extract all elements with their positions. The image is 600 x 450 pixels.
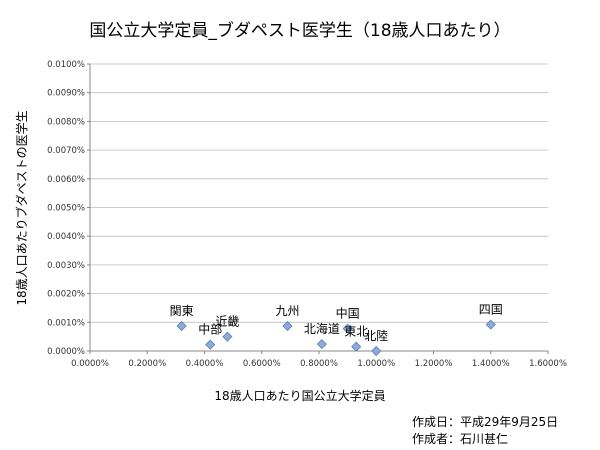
x-tick-label: 1.6000% [529,359,567,369]
y-tick-label: 0.0040% [47,232,85,242]
x-axis-label: 18歳人口あたり国公立大学定員 [214,388,385,403]
y-tick-label: 0.0060% [47,175,85,185]
created-date: 作成日：平成29年9月25日 [412,415,559,429]
y-tick-labels: 0.0000% 0.0010% 0.0020% 0.0030% 0.0040% 0.005… [47,60,85,357]
data-point-marker [342,323,353,334]
data-point-label: 近畿 [215,315,239,329]
axes [87,63,549,354]
data-point-marker [222,331,233,342]
x-tick-label: 0.4000% [186,359,224,369]
x-tick-label: 1.4000% [472,359,510,369]
data-point-marker [176,320,187,332]
x-tick-label: 0.2000% [128,359,166,369]
author: 作成者：石川甚仁 [412,432,509,446]
x-tick-label: 0.8000% [300,359,338,369]
y-tick-label: 0.0000% [47,347,85,357]
y-axis-label: 18歳人口あたりブダペストの医学生 [14,110,29,305]
data-point-label: 東北 [344,325,368,339]
y-tick-label: 0.0080% [47,117,85,127]
data-point-marker [371,345,382,357]
y-tick-label: 0.0010% [47,318,85,328]
gridlines [90,63,548,323]
y-tick-label: 0.0070% [47,146,85,156]
x-tick-labels: 0.0000% 0.2000% 0.4000% 0.6000% 0.8000% 1.000… [71,359,567,369]
data-point-marker [351,341,362,352]
chart-title: 国公立大学定員_ブダペスト医学生（18歳人口あたり） [89,20,510,41]
data-point-label: 北陸 [364,329,388,343]
y-tick-label: 0.0030% [47,261,85,271]
data-point-marker [205,339,216,350]
y-tick-label: 0.0090% [47,89,85,99]
x-tick-label: 0.6000% [243,359,281,369]
data-point-label: 中部 [198,322,222,337]
y-tick-label: 0.0020% [47,290,85,300]
y-tick-label: 0.0050% [47,204,85,214]
data-point-marker [316,339,327,350]
data-point-marker [485,319,496,330]
x-tick-label: 1.2000% [415,359,453,369]
data-point-label: 九州 [276,304,300,318]
x-tick-label: 0.0000% [71,359,109,369]
y-tick-label: 0.0100% [47,60,85,70]
data-point-marker [282,320,293,332]
data-point-label: 四国 [479,303,503,317]
data-point-label: 関東 [170,304,194,318]
x-tick-label: 1.0000% [357,359,395,369]
data-point-label: 中国 [336,306,360,321]
data-point-label: 北海道 [304,321,340,336]
